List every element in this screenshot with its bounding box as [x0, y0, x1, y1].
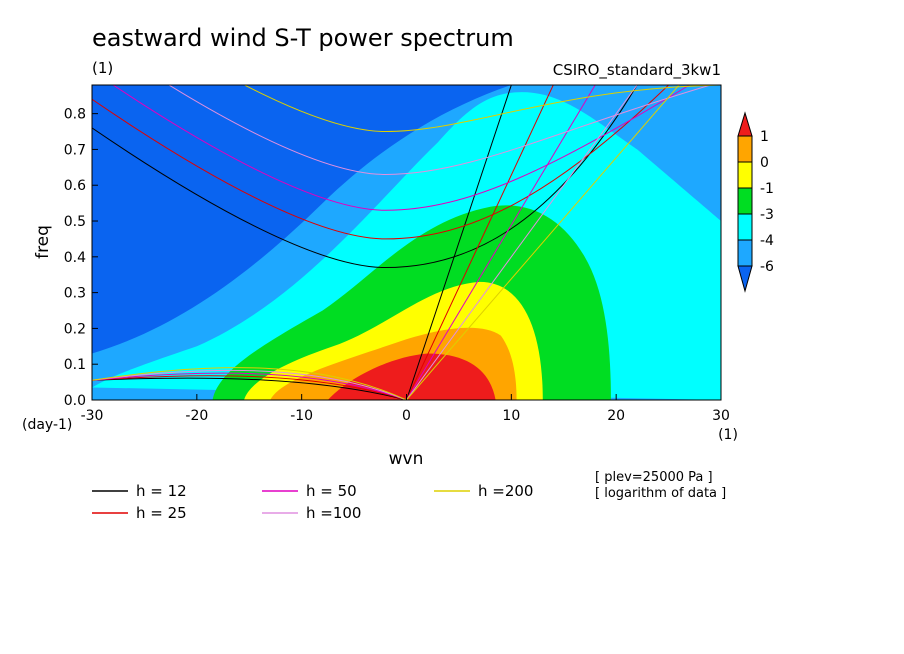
- x-tick-label: -10: [290, 408, 313, 424]
- kelvin-curve-0: [406, 85, 512, 400]
- run-name: CSIRO_standard_3kw1: [553, 61, 721, 80]
- y-tick-label: 0.8: [64, 107, 86, 123]
- legend-label: h = 50: [306, 482, 357, 500]
- colorbar-segment: [737, 239, 753, 267]
- symmetric-curve-3: [168, 85, 711, 175]
- contour-fills: [92, 85, 721, 400]
- rossby-curve-4: [92, 367, 407, 400]
- legend-label: h = 25: [136, 504, 187, 522]
- colorbar-segment: [737, 161, 753, 189]
- legend-label: h =200: [478, 482, 533, 500]
- y-tick-label: 0.5: [64, 214, 86, 230]
- rossby-curve-3: [92, 369, 407, 400]
- note-log: [ logarithm of data ]: [595, 486, 726, 501]
- plot-area: [92, 85, 721, 400]
- colorbar-top-arrow: [737, 111, 753, 137]
- colorbar-label: -1: [760, 181, 774, 197]
- legend-label: h = 12: [136, 482, 187, 500]
- y-tick-label: 0.4: [64, 250, 86, 266]
- y-tick-label: 0.1: [64, 357, 86, 373]
- x-tick-label: 0: [402, 408, 411, 424]
- kelvin-curve-4: [406, 85, 680, 400]
- colorbar-segment: [737, 213, 753, 241]
- colorbar: 1 0 -1 -3 -4 -6: [737, 111, 774, 293]
- dispersion-curves: [92, 85, 721, 400]
- y-tick-label: 0.6: [64, 178, 86, 194]
- y-axis-units: (day-1): [22, 417, 72, 433]
- y-tick-label: 0.3: [64, 286, 86, 302]
- legend: h = 12 h = 25 h = 50 h =100 h =200: [92, 482, 533, 522]
- y-axis-label: freq: [33, 225, 53, 259]
- y-axis: 0.0 0.1 0.2 0.3 0.4 0.5 0.6 0.7 0.8: [64, 107, 98, 409]
- x-tick-label: 30: [712, 408, 730, 424]
- colorbar-label: -4: [760, 233, 774, 249]
- symmetric-curve-1: [92, 85, 669, 240]
- chart-title: eastward wind S-T power spectrum: [92, 24, 514, 52]
- legend-label: h =100: [306, 504, 361, 522]
- x-axis-units: (1): [718, 427, 738, 443]
- units-left: (1): [92, 59, 113, 77]
- symmetric-curve-4: [243, 85, 721, 133]
- colorbar-segment: [737, 135, 753, 163]
- colorbar-segment: [737, 187, 753, 215]
- rossby-curve-1: [92, 375, 407, 400]
- x-tick-label: 20: [607, 408, 625, 424]
- colorbar-label: 0: [760, 155, 769, 171]
- rossby-curve-2: [92, 372, 407, 400]
- contour-red: [327, 353, 496, 400]
- symmetric-curve-0: [92, 85, 638, 269]
- x-tick-label: 10: [502, 408, 520, 424]
- colorbar-bottom-arrow: [737, 265, 753, 293]
- y-tick-label: 0.0: [64, 393, 86, 409]
- x-axis-label: wvn: [389, 449, 424, 469]
- kelvin-curve-1: [406, 85, 554, 400]
- y-tick-label: 0.7: [64, 142, 86, 158]
- kelvin-curve-3: [406, 85, 638, 400]
- x-axis: -30 -20 -10 0 10 20 30: [81, 394, 730, 424]
- x-tick-label: -20: [185, 408, 208, 424]
- note-plev: [ plev=25000 Pa ]: [595, 470, 713, 485]
- rossby-curve-0: [92, 377, 407, 400]
- colorbar-label: -3: [760, 207, 774, 223]
- kelvin-curve-2: [406, 85, 596, 400]
- x-tick-label: -30: [81, 408, 104, 424]
- colorbar-label: 1: [760, 129, 769, 145]
- symmetric-curve-2: [112, 85, 690, 211]
- colorbar-label: -6: [760, 259, 774, 275]
- y-tick-label: 0.2: [64, 321, 86, 337]
